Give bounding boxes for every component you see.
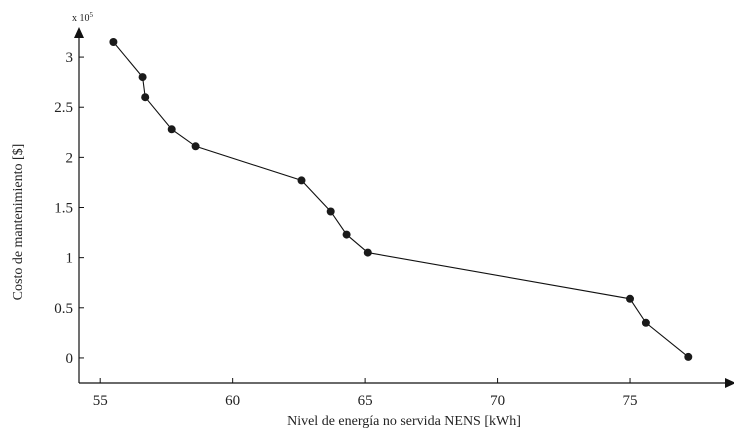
data-point xyxy=(684,352,693,361)
x-tick-label: 60 xyxy=(225,393,240,409)
y-ticks: 0 0.5 1 1.5 2 2.5 3 xyxy=(54,50,84,367)
x-axis-label: Nivel de energía no servida NENS [kWh] xyxy=(287,414,521,429)
y-tick-label: 1 xyxy=(66,251,74,267)
y-tick-label: 2.5 xyxy=(54,100,73,116)
series-group xyxy=(109,38,693,361)
data-point xyxy=(138,73,147,82)
y-tick-label: 3 xyxy=(66,50,74,66)
y-multiplier-label: x 105 xyxy=(72,11,94,24)
y-tick-label: 0 xyxy=(66,351,74,367)
data-point xyxy=(167,125,176,134)
data-point xyxy=(191,142,200,151)
y-axis-arrow xyxy=(74,27,84,38)
y-tick-label: 1.5 xyxy=(54,201,73,217)
x-tick-label: 70 xyxy=(490,393,505,409)
y-multiplier-exponent: 5 xyxy=(90,11,94,19)
y-axis-label: Costo de mantenimiento [$] xyxy=(11,144,26,301)
y-multiplier-base: x 10 xyxy=(72,13,90,24)
y-tick-label: 0.5 xyxy=(54,301,73,317)
series-line xyxy=(112,41,689,358)
data-point xyxy=(109,38,118,46)
x-tick-label: 55 xyxy=(93,393,108,409)
data-point xyxy=(641,318,650,327)
x-axis-arrow xyxy=(725,378,734,388)
data-point xyxy=(326,207,335,216)
y-tick-label: 2 xyxy=(66,150,74,166)
data-point xyxy=(363,248,372,257)
data-point xyxy=(297,176,306,185)
x-tick-label: 75 xyxy=(623,393,638,409)
x-tick-label: 65 xyxy=(358,393,373,409)
data-point xyxy=(141,93,150,102)
axes xyxy=(74,27,734,388)
data-point xyxy=(626,294,634,303)
data-point xyxy=(342,230,351,239)
x-ticks: 55 60 65 70 75 xyxy=(93,378,638,409)
